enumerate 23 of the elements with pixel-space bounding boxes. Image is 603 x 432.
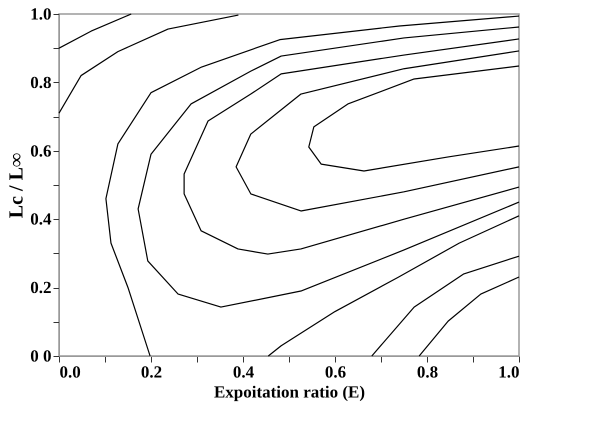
line-series: [371, 256, 520, 357]
x-tick-label: 0.4: [232, 362, 255, 382]
line-series: [236, 50, 520, 212]
y-tick-label: 0 0: [30, 346, 52, 366]
x-tick-label: 1.0: [498, 362, 520, 382]
line-series: [308, 65, 520, 172]
line-series: [268, 215, 520, 357]
line-series: [138, 26, 520, 308]
x-tick-label: 0.6: [324, 362, 346, 382]
y-tick-label: 0.2: [30, 278, 52, 298]
x-tick-label: 0.8: [416, 362, 438, 382]
x-axis-title: Expoitation ratio (E): [214, 382, 366, 402]
y-axis-title: Lc / L∞: [5, 152, 28, 218]
y-tick-label: 1.0: [30, 4, 52, 24]
line-series: [105, 15, 520, 357]
y-tick-label: 0.8: [30, 72, 52, 92]
x-tick-label: 0.0: [60, 362, 81, 382]
y-tick-label: 0.6: [30, 141, 52, 160]
x-tick-label: 0.2: [140, 362, 162, 382]
line-series: [418, 276, 520, 357]
line-series: [184, 38, 520, 255]
line-series: [58, 14, 239, 114]
y-tick-label: 0.4: [30, 210, 52, 229]
